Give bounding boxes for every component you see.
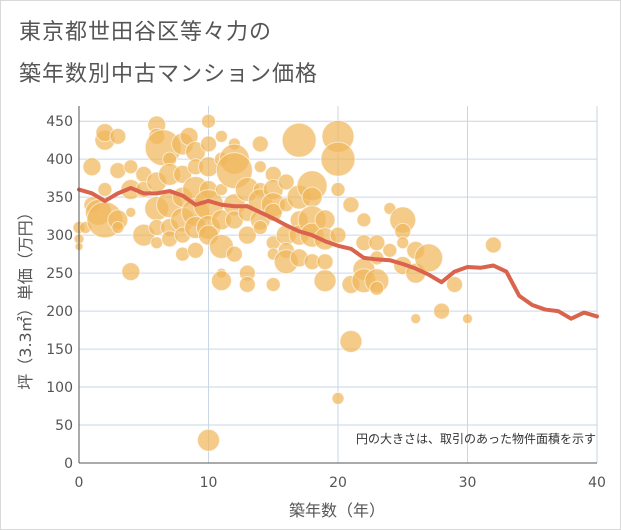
price-bubble bbox=[237, 225, 257, 245]
price-bubble bbox=[320, 141, 356, 177]
price-bubble bbox=[109, 162, 127, 180]
price-bubble bbox=[111, 221, 125, 235]
price-bubble bbox=[277, 173, 295, 191]
y-tick-label: 50 bbox=[55, 418, 73, 434]
price-bubble bbox=[382, 242, 398, 258]
x-tick-label: 40 bbox=[588, 475, 606, 491]
y-tick-label: 300 bbox=[46, 228, 73, 244]
price-bubble bbox=[331, 391, 345, 405]
price-bubble bbox=[123, 159, 139, 175]
price-bubble bbox=[97, 182, 113, 198]
price-bubble bbox=[314, 209, 336, 231]
price-bubble bbox=[265, 277, 281, 292]
price-bubble bbox=[316, 253, 334, 271]
price-bubble bbox=[251, 135, 269, 153]
price-bubble bbox=[197, 428, 220, 452]
average-price-line bbox=[77, 186, 599, 321]
y-tick-label: 400 bbox=[46, 152, 73, 168]
price-bubble bbox=[82, 157, 102, 177]
price-bubble bbox=[253, 160, 267, 174]
price-bubble bbox=[252, 220, 268, 236]
price-bubble bbox=[125, 206, 137, 218]
y-tick-label: 450 bbox=[46, 114, 73, 130]
price-bubble bbox=[109, 127, 127, 145]
price-bubble bbox=[150, 236, 164, 250]
price-bubble bbox=[121, 262, 141, 282]
price-bubble bbox=[210, 270, 232, 292]
y-tick-label: 0 bbox=[64, 456, 73, 472]
price-bubble bbox=[201, 113, 216, 129]
price-bubble bbox=[356, 212, 372, 228]
price-bubble bbox=[329, 226, 347, 244]
price-bubble bbox=[238, 276, 256, 293]
x-tick-label: 20 bbox=[329, 475, 347, 491]
y-tick-label: 200 bbox=[46, 304, 73, 320]
y-tick-label: 350 bbox=[46, 190, 73, 206]
price-bubble bbox=[187, 241, 205, 259]
chart-title-line-1: 東京都世田谷区等々力の bbox=[19, 20, 273, 45]
price-bubble bbox=[313, 269, 337, 293]
price-bubble bbox=[330, 182, 346, 198]
price-bubbles bbox=[72, 113, 502, 452]
price-bubble bbox=[433, 302, 451, 320]
y-axis-label: 坪（3.3㎡）単価（万円） bbox=[16, 204, 35, 389]
chart-title-line-2: 築年数別中古マンション価格 bbox=[19, 62, 319, 87]
price-bubble bbox=[462, 313, 473, 325]
price-bubble bbox=[225, 245, 243, 263]
y-tick-label: 100 bbox=[46, 380, 73, 396]
x-tick-label: 30 bbox=[459, 475, 477, 491]
price-bubble bbox=[214, 129, 228, 143]
price-bubble bbox=[414, 243, 444, 273]
y-tick-label: 250 bbox=[46, 266, 73, 282]
y-tick-label: 150 bbox=[46, 342, 73, 358]
price-bubble bbox=[339, 329, 363, 353]
price-bubble bbox=[301, 186, 323, 208]
price-bubble bbox=[368, 234, 386, 252]
price-bubble bbox=[173, 164, 193, 184]
average-price-polyline bbox=[77, 186, 599, 321]
price-bubble bbox=[446, 276, 464, 293]
price-bubble bbox=[396, 236, 410, 250]
price-bubble bbox=[200, 135, 217, 153]
price-bubble bbox=[484, 236, 502, 254]
x-tick-label: 10 bbox=[200, 475, 218, 491]
x-tick-label: 0 bbox=[75, 475, 84, 491]
bubble-size-note: 円の大きさは、取引のあった物件面積を示す bbox=[356, 431, 596, 446]
price-bubble bbox=[281, 122, 317, 158]
price-bubble bbox=[410, 313, 422, 325]
price-bubble bbox=[369, 280, 385, 296]
x-axis-label: 築年数（年） bbox=[289, 501, 385, 520]
price-bubble bbox=[342, 196, 360, 214]
